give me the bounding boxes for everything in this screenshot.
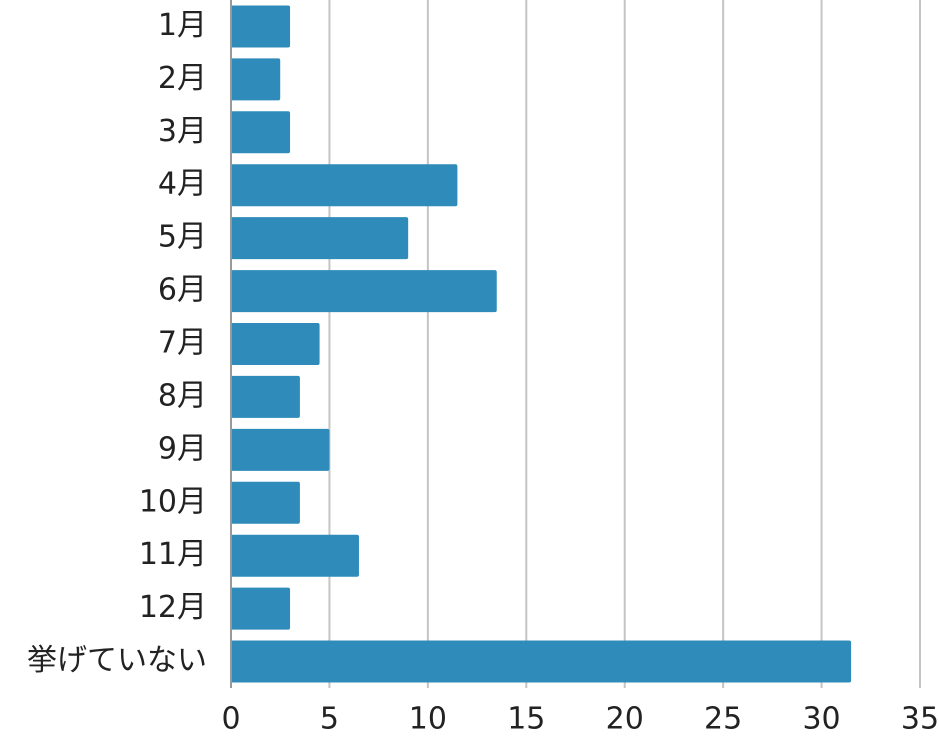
bar bbox=[231, 270, 497, 313]
bar bbox=[231, 587, 291, 630]
x-tick-label: 5 bbox=[320, 702, 339, 737]
x-tick-label: 30 bbox=[802, 702, 840, 737]
bar bbox=[231, 323, 320, 365]
y-tick-label: 2月 bbox=[158, 61, 207, 96]
y-tick-label: 挙げていない bbox=[27, 643, 207, 678]
y-tick-label: 4月 bbox=[158, 167, 207, 202]
bar bbox=[231, 5, 291, 48]
y-tick-label: 9月 bbox=[158, 431, 207, 466]
bar bbox=[231, 58, 281, 101]
bar bbox=[231, 217, 409, 260]
y-tick-label: 11月 bbox=[139, 537, 207, 572]
bar bbox=[231, 481, 300, 524]
y-tick-label: 1月 bbox=[158, 8, 207, 43]
x-tick-label: 0 bbox=[221, 702, 240, 737]
bar bbox=[231, 428, 330, 471]
y-tick-label: 10月 bbox=[139, 484, 207, 519]
x-tick-label: 20 bbox=[606, 702, 644, 737]
x-tick-label: 25 bbox=[704, 702, 742, 737]
bar bbox=[231, 164, 458, 207]
x-tick-label: 15 bbox=[507, 702, 545, 737]
y-tick-label: 8月 bbox=[158, 378, 207, 413]
y-tick-label: 5月 bbox=[158, 220, 207, 255]
y-tick-label: 3月 bbox=[158, 114, 207, 149]
y-tick-label: 12月 bbox=[139, 590, 207, 625]
bar bbox=[231, 111, 291, 154]
y-tick-label: 6月 bbox=[158, 273, 207, 308]
x-tick-label: 35 bbox=[901, 702, 939, 737]
bar bbox=[231, 534, 359, 577]
x-tick-label: 10 bbox=[409, 702, 447, 737]
bar bbox=[231, 640, 852, 683]
y-tick-label: 7月 bbox=[158, 326, 207, 361]
bar bbox=[231, 375, 300, 418]
